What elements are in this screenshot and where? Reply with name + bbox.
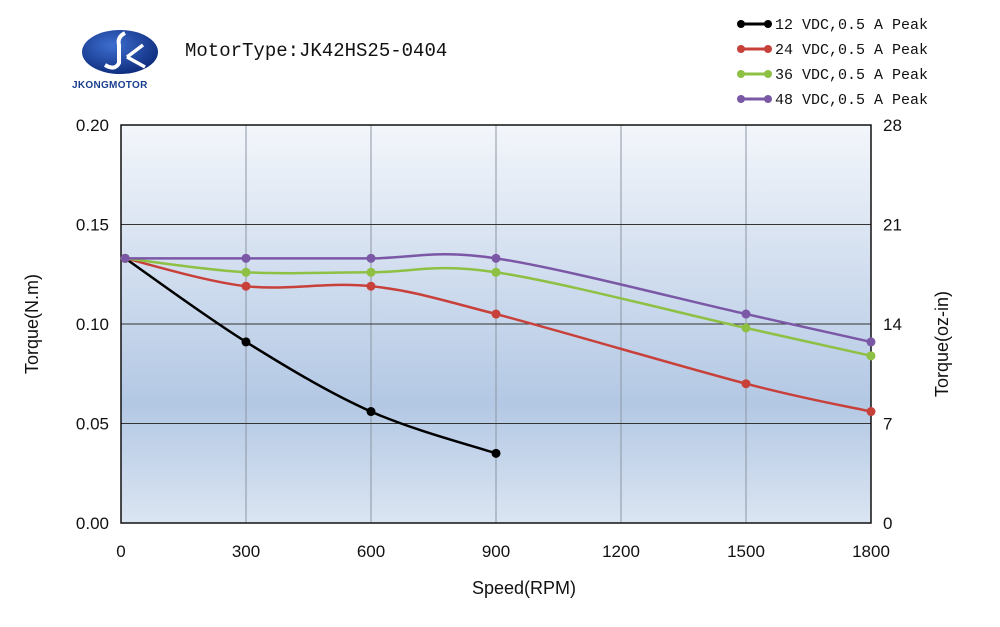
legend-marker — [737, 70, 745, 78]
y2-tick-label: 28 — [883, 116, 902, 135]
legend-marker — [764, 20, 772, 28]
legend-marker — [737, 95, 745, 103]
series-line-0 — [124, 257, 497, 455]
data-point — [241, 253, 251, 263]
y2-tick-label: 0 — [883, 514, 892, 533]
motor-type-title: MotorType:JK42HS25-0404 — [185, 40, 448, 62]
data-point — [491, 253, 501, 263]
data-point — [366, 407, 376, 417]
x-tick-label: 1200 — [602, 542, 640, 561]
data-point — [366, 267, 376, 277]
data-point — [366, 281, 376, 291]
x-tick-label: 1500 — [727, 542, 765, 561]
legend-label: 24 VDC,0.5 A Peak — [775, 42, 928, 59]
data-point — [866, 351, 876, 361]
data-point — [120, 253, 130, 263]
x-tick-label: 300 — [232, 542, 260, 561]
plot-border — [120, 124, 872, 524]
data-point — [241, 267, 251, 277]
y-tick-label: 0.20 — [76, 116, 109, 135]
legend-marker — [764, 95, 772, 103]
data-point — [741, 309, 751, 319]
data-point — [866, 407, 876, 417]
data-point — [491, 309, 501, 319]
x-tick-label: 900 — [482, 542, 510, 561]
data-point — [366, 253, 376, 263]
y2-axis-label: Torque(oz-in) — [932, 291, 952, 397]
x-tick-label: 0 — [116, 542, 125, 561]
y-tick-label: 0.10 — [76, 315, 109, 334]
legend-marker — [737, 45, 745, 53]
y2-tick-label: 21 — [883, 216, 902, 235]
legend-label: 12 VDC,0.5 A Peak — [775, 17, 928, 34]
data-point — [241, 281, 251, 291]
legend-marker — [737, 20, 745, 28]
data-point — [241, 337, 251, 347]
y-tick-label: 0.05 — [76, 415, 109, 434]
y-tick-label: 0.15 — [76, 216, 109, 235]
series-line-1 — [124, 257, 872, 413]
data-point — [491, 448, 501, 458]
legend-marker — [764, 45, 772, 53]
y2-tick-label: 7 — [883, 415, 892, 434]
x-tick-label: 1800 — [852, 542, 890, 561]
data-point — [741, 379, 751, 389]
series-line-2 — [125, 257, 872, 358]
y2-tick-label: 14 — [883, 315, 902, 334]
x-tick-label: 600 — [357, 542, 385, 561]
legend-marker — [764, 70, 772, 78]
x-axis-label: Speed(RPM) — [472, 578, 576, 598]
legend-label: 48 VDC,0.5 A Peak — [775, 92, 928, 109]
logo-text: JKONGMOTOR — [72, 80, 148, 91]
y-axis-label: Torque(N.m) — [22, 274, 42, 374]
data-point — [491, 267, 501, 277]
legend-label: 36 VDC,0.5 A Peak — [775, 67, 928, 84]
jkongmotor-logo — [82, 30, 158, 74]
data-point — [741, 323, 751, 333]
data-point — [866, 337, 876, 347]
y-tick-label: 0.00 — [76, 514, 109, 533]
